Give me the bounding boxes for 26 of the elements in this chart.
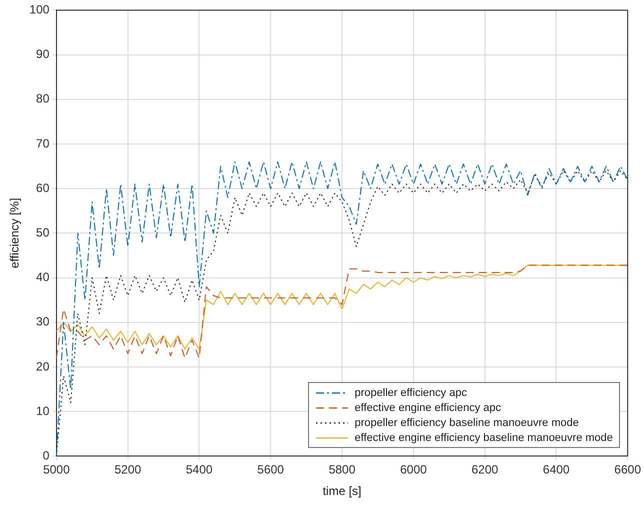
y-tick-label: 90	[36, 47, 50, 62]
x-tick-label: 5800	[328, 462, 356, 477]
x-tick-label: 5200	[114, 462, 142, 477]
y-tick-label: 30	[36, 314, 50, 329]
x-tick-label: 6600	[614, 462, 642, 477]
y-tick-label: 0	[42, 448, 50, 463]
y-tick-label: 10	[36, 404, 50, 418]
x-axis-title: time [s]	[322, 484, 362, 498]
y-tick-label: 50	[36, 226, 50, 240]
legend-label: effective engine efficiency apc	[354, 402, 501, 414]
y-tick-label: 40	[36, 270, 50, 284]
x-tick-label: 6000	[400, 462, 428, 477]
legend-label: effective engine efficiency baseline manoeuvre mode	[354, 432, 613, 444]
x-tick-label: 5400	[186, 462, 213, 477]
x-tick-label: 6200	[471, 462, 499, 477]
y-tick-label: 100	[29, 2, 50, 17]
x-tick-label: 5600	[257, 462, 284, 477]
y-axis-title: efficiency [%]	[8, 198, 22, 268]
legend-label: propeller efficiency apc	[354, 386, 467, 399]
y-tick-label: 60	[36, 180, 50, 195]
y-tick-label: 70	[36, 136, 50, 150]
x-tick-label: 5000	[43, 462, 70, 477]
y-tick-label: 80	[36, 92, 50, 106]
legend-label: propeller efficiency baseline manoeuvre mode	[354, 416, 579, 429]
x-tick-label: 6400	[542, 462, 570, 477]
y-tick-label: 20	[36, 359, 50, 374]
